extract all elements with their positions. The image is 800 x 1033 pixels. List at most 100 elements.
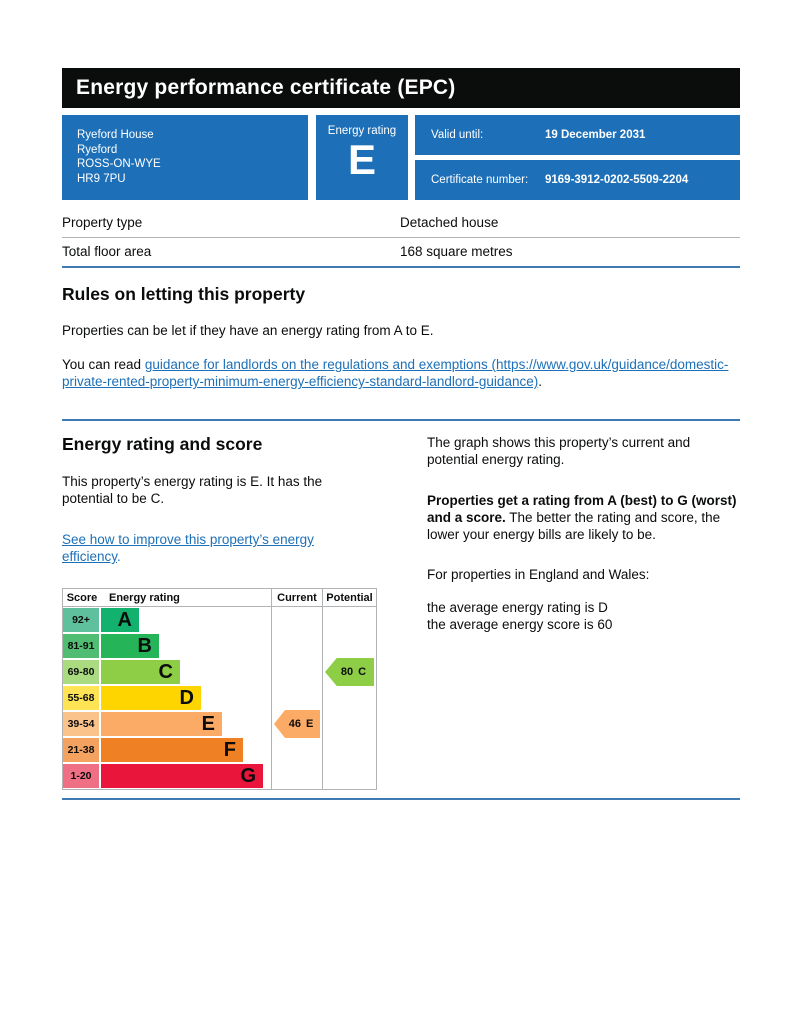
potential-cell: 80 C	[322, 658, 376, 686]
improve-link-paragraph: See how to improve this property’s energ…	[62, 531, 422, 565]
chart-header: Score Energy rating Current Potential	[63, 589, 376, 607]
page-title: Energy performance certificate (EPC)	[76, 76, 456, 99]
chart-header-rating: Energy rating	[109, 591, 180, 604]
potential-cell	[322, 737, 376, 763]
section-divider	[62, 419, 740, 421]
address-line: Ryeford	[77, 143, 118, 156]
band-row: 21-38 F	[63, 737, 376, 763]
improve-link-suffix: .	[117, 549, 121, 564]
band-score-label: 92+	[72, 614, 90, 626]
band-score-label: 39-54	[67, 718, 95, 730]
floor-area-row: Total floor area 168 square metres	[62, 238, 740, 267]
band-bar: E	[101, 712, 222, 736]
current-cell	[271, 659, 322, 686]
rating-explanation: Properties get a rating from A (best) to…	[427, 492, 787, 543]
detail-label: Property type	[62, 215, 143, 230]
average-rating-text: the average energy rating is D the avera…	[427, 600, 613, 632]
band-letter: A	[117, 609, 132, 631]
band-bar: A	[101, 608, 139, 632]
address-line: HR9 7PU	[77, 172, 126, 185]
current-cell	[271, 607, 322, 633]
band-score-cell: 55-68	[63, 686, 99, 710]
band-row: 55-68 D	[63, 685, 376, 711]
rules-paragraph: Properties can be let if they have an en…	[62, 323, 434, 338]
band-row: 69-80 C 80 C	[63, 658, 376, 686]
band-score-cell: 69-80	[63, 660, 99, 684]
epc-chart: Score Energy rating Current Potential 92…	[62, 588, 377, 790]
band-row: 39-54 E 46 E	[63, 710, 376, 738]
certificate-page: Energy performance certificate (EPC) Rye…	[62, 0, 740, 1033]
rating-explanation-rest: The better the rating and score, the low…	[427, 510, 721, 542]
rules-paragraph: You can read guidance for landlords on t…	[62, 356, 740, 390]
property-address: Ryeford House Ryeford ROSS-ON-WYE HR9 7P…	[62, 115, 308, 200]
band-score-label: 21-38	[67, 744, 95, 756]
graph-description: The graph shows this property’s current …	[427, 435, 691, 467]
chart-header-current: Current	[271, 589, 322, 606]
certificate-number-value: 9169-3912-0202-5509-2204	[545, 174, 689, 186]
energy-rating-label: Energy rating	[327, 125, 397, 137]
chart-header-potential: Potential	[322, 589, 376, 606]
valid-until-label: Valid until:	[431, 129, 484, 141]
band-letter: D	[179, 687, 194, 709]
detail-value: 168 square metres	[400, 244, 513, 259]
energy-rating-value: E	[347, 136, 376, 183]
band-score-cell: 81-91	[63, 634, 99, 658]
band-bar: F	[101, 738, 243, 762]
potential-cell	[322, 763, 376, 789]
current-cell	[271, 633, 322, 659]
arrow-letter: E	[305, 718, 314, 730]
property-details: Property type Detached house Total floor…	[62, 209, 740, 267]
certificate-number-box: Certificate number: 9169-3912-0202-5509-…	[415, 160, 740, 200]
band-score-label: 55-68	[67, 692, 95, 704]
band-score-cell: 21-38	[63, 738, 99, 762]
chart-header-score: Score	[66, 591, 98, 604]
rules-text-prefix: You can read	[62, 357, 145, 372]
valid-until-value: 19 December 2031	[545, 129, 646, 141]
valid-until-box: Valid until: 19 December 2031	[415, 115, 740, 155]
validity-column: Valid until: 19 December 2031 Certificat…	[415, 115, 740, 200]
summary-row: Ryeford House Ryeford ROSS-ON-WYE HR9 7P…	[62, 115, 740, 200]
band-letter: C	[158, 661, 173, 683]
arrow-letter: C	[358, 666, 367, 678]
address-line: ROSS-ON-WYE	[77, 158, 161, 170]
rating-heading: Energy rating and score	[62, 434, 263, 454]
potential-cell	[322, 607, 376, 633]
potential-cell	[322, 711, 376, 738]
current-cell: 46 E	[271, 710, 322, 738]
potential-rating-arrow: 80 C	[325, 658, 374, 686]
section-divider	[62, 266, 740, 268]
detail-value: Detached house	[400, 215, 499, 230]
band-row: 81-91 B	[63, 633, 376, 659]
band-letter: B	[137, 635, 152, 657]
band-bar: G	[101, 764, 263, 788]
band-score-label: 69-80	[67, 666, 95, 678]
band-score-label: 1-20	[70, 770, 92, 782]
energy-rating-box: Energy rating E	[316, 115, 408, 200]
current-cell	[271, 737, 322, 763]
property-type-row: Property type Detached house	[62, 209, 740, 238]
current-cell	[271, 763, 322, 789]
current-cell	[271, 685, 322, 711]
potential-cell	[322, 685, 376, 711]
title-bar: Energy performance certificate (EPC)	[62, 68, 740, 108]
band-bar: B	[101, 634, 159, 658]
band-score-cell: 92+	[63, 608, 99, 632]
band-bar: C	[101, 660, 180, 684]
band-letter: F	[223, 739, 236, 761]
rating-intro: This property’s energy rating is E. It h…	[62, 474, 323, 506]
landlord-guidance-link[interactable]: guidance for landlords on the regulation…	[62, 357, 729, 389]
arrow-score: 46	[288, 718, 301, 730]
rules-text-suffix: .	[538, 374, 542, 389]
arrow-score: 80	[340, 666, 354, 678]
band-score-cell: 39-54	[63, 712, 99, 736]
current-rating-arrow: 46 E	[274, 710, 320, 738]
improve-efficiency-link[interactable]: See how to improve this property’s energ…	[62, 532, 314, 564]
address-line: Ryeford House	[77, 129, 154, 141]
certificate-number-label: Certificate number:	[431, 174, 529, 186]
rules-heading: Rules on letting this property	[62, 284, 306, 304]
band-row: 1-20 G	[63, 763, 376, 789]
band-row: 92+ A	[63, 607, 376, 633]
england-wales-text: For properties in England and Wales:	[427, 567, 650, 582]
section-divider	[62, 798, 740, 800]
band-score-cell: 1-20	[63, 764, 99, 788]
